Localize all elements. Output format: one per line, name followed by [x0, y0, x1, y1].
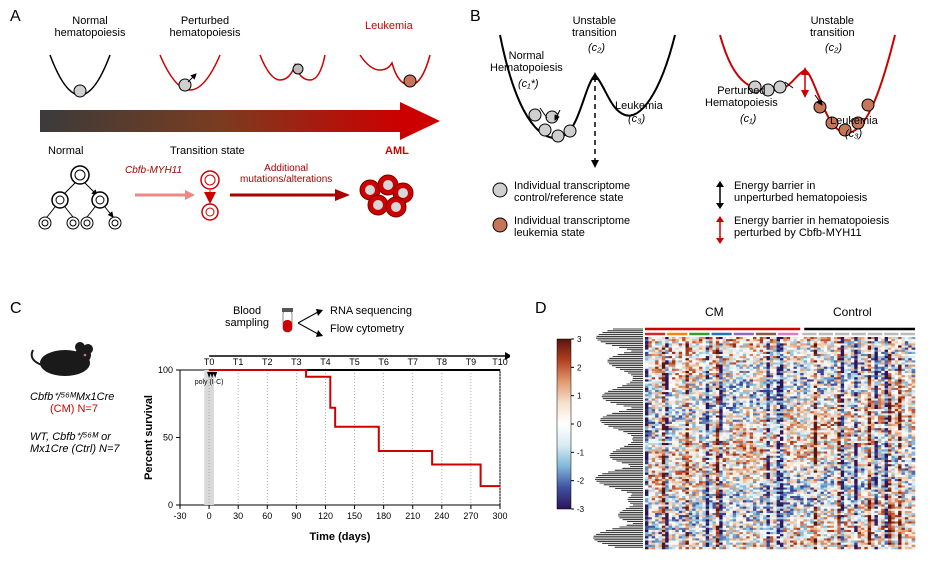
- panel-A: Normal hematopoiesis Perturbed hematopoi…: [30, 15, 450, 265]
- svg-text:0: 0: [168, 500, 173, 510]
- svg-text:T7: T7: [407, 357, 418, 367]
- C-blood: Blood sampling: [225, 305, 269, 329]
- A-perturbed-hema: Perturbed hematopoiesis: [160, 15, 250, 39]
- B-leuk-left: Leukemia: [615, 100, 663, 112]
- B-legend1: Individual transcriptome control/referen…: [514, 180, 630, 204]
- svg-text:30: 30: [233, 511, 243, 521]
- mouse-icon: [30, 335, 100, 380]
- svg-text:-1: -1: [577, 448, 585, 457]
- A-AML: AML: [385, 145, 409, 157]
- svg-text:T5: T5: [349, 357, 360, 367]
- svg-text:T2: T2: [262, 357, 273, 367]
- A-mutation1: Cbfb-MYH11: [125, 165, 182, 176]
- C-genoCM: Cbfbᐩ/⁵⁶ᴹMx1Cre: [30, 390, 114, 403]
- svg-text:T4: T4: [320, 357, 331, 367]
- A-mutation2: Additional mutations/alterations: [240, 163, 332, 185]
- C-CM-short: (CM) N=7: [50, 403, 98, 415]
- svg-text:90: 90: [291, 511, 301, 521]
- svg-text:180: 180: [376, 511, 391, 521]
- svg-text:120: 120: [318, 511, 333, 521]
- B-c2-right: (c₂): [825, 42, 842, 54]
- panel-label-D: D: [535, 300, 547, 318]
- B-legend4: Energy barrier in hematopoiesis perturbe…: [734, 215, 889, 239]
- blood-tube-icon: [280, 308, 295, 336]
- svg-text:Time (days): Time (days): [310, 531, 371, 543]
- B-c3-right: (c₃): [845, 128, 862, 140]
- B-c3-left: (c₃): [628, 113, 645, 125]
- survival-plot: T0T1T2T3T4T5T6T7T8T9T10-3003060901201501…: [140, 345, 510, 545]
- A-normal: Normal: [48, 145, 83, 157]
- svg-text:T8: T8: [437, 357, 448, 367]
- svg-text:T3: T3: [291, 357, 302, 367]
- A-leukemia: Leukemia: [365, 20, 413, 32]
- svg-text:60: 60: [262, 511, 272, 521]
- svg-text:-30: -30: [173, 511, 186, 521]
- svg-text:150: 150: [347, 511, 362, 521]
- C-genoCtrl1: WT, Cbfbᐩ/⁵⁶ᴹ or: [30, 430, 111, 443]
- panel-D: CM Control -3 -2 -1 0 1 2 3: [555, 305, 925, 565]
- panel-B: Unstable transition (c₂) Normal Hematopo…: [490, 15, 920, 275]
- B-leuk-right: Leukemia: [830, 115, 878, 127]
- svg-text:270: 270: [463, 511, 478, 521]
- svg-text:0: 0: [577, 420, 582, 429]
- panel-C: Cbfbᐩ/⁵⁶ᴹMx1Cre (CM) N=7 WT, Cbfbᐩ/⁵⁶ᴹ o…: [30, 305, 520, 565]
- svg-text:240: 240: [434, 511, 449, 521]
- svg-text:-3: -3: [577, 505, 585, 514]
- B-perturbed: Perturbed Hematopoiesis: [705, 85, 778, 109]
- C-rnaseq: RNA sequencing: [330, 305, 412, 317]
- B-c1-right: (c₁): [740, 113, 756, 125]
- B-legend3: Energy barrier in unperturbed hematopoie…: [734, 180, 867, 204]
- panel-label-B: B: [470, 8, 481, 26]
- heatmap-svg: -3 -2 -1 0 1 2 3: [555, 319, 925, 564]
- svg-text:T9: T9: [466, 357, 477, 367]
- svg-text:1: 1: [577, 392, 582, 401]
- panel-label-C: C: [10, 300, 22, 318]
- svg-text:210: 210: [405, 511, 420, 521]
- svg-text:3: 3: [577, 335, 582, 344]
- svg-text:T6: T6: [378, 357, 389, 367]
- svg-text:0: 0: [207, 511, 212, 521]
- svg-text:poly (I·C): poly (I·C): [195, 379, 224, 386]
- B-unstable-left: Unstable transition: [572, 15, 617, 39]
- A-transition: Transition state: [170, 145, 245, 157]
- C-genoCtrl2: Mx1Cre (Ctrl) N=7: [30, 443, 120, 455]
- svg-text:Percent survival: Percent survival: [143, 395, 155, 480]
- B-normal: Normal Hematopoiesis: [490, 50, 563, 74]
- C-flow: Flow cytometry: [330, 323, 404, 335]
- svg-text:300: 300: [492, 511, 507, 521]
- B-unstable-right: Unstable transition: [810, 15, 855, 39]
- A-normal-hema: Normal hematopoiesis: [50, 15, 130, 39]
- svg-text:2: 2: [577, 363, 582, 372]
- B-legend2: Individual transcriptome leukemia state: [514, 215, 630, 239]
- D-Control-header: Control: [833, 305, 872, 319]
- svg-text:100: 100: [158, 365, 173, 375]
- svg-text:T1: T1: [233, 357, 244, 367]
- svg-text:50: 50: [163, 433, 173, 443]
- panel-label-A: A: [10, 8, 21, 26]
- panel-A-svg: [30, 15, 450, 265]
- svg-text:-2: -2: [577, 477, 585, 486]
- B-c1: (c₁*): [518, 78, 539, 90]
- B-c2-left: (c₂): [588, 42, 605, 54]
- D-CM-header: CM: [705, 305, 724, 319]
- svg-text:T0: T0: [204, 357, 215, 367]
